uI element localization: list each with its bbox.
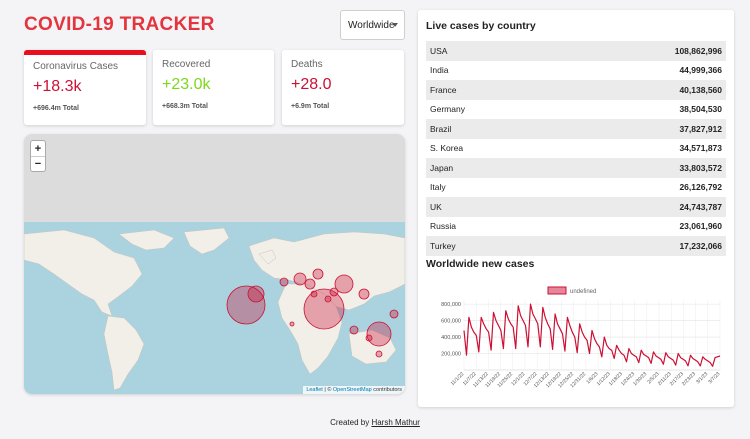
- card-recovered[interactable]: Recovered +23.0k +668.3m Total: [153, 50, 274, 125]
- x-tick-label: 2/23/23: [681, 371, 697, 387]
- table-row: USA 108,862,996: [426, 41, 726, 61]
- leaflet-link[interactable]: Leaflet: [306, 387, 323, 393]
- world-map[interactable]: + − Leaflet | © OpenStreetMap contributo…: [24, 134, 405, 394]
- live-cases-title: Live cases by country: [426, 20, 536, 32]
- cases-cell: 23,061,960: [679, 221, 722, 232]
- y-tick-label: 200,000: [441, 352, 461, 358]
- country-cell: Japan: [430, 162, 454, 173]
- cases-cell: 37,827,912: [679, 123, 722, 134]
- case-circles: [226, 268, 399, 358]
- card-label: Deaths: [291, 59, 323, 70]
- x-tick-label: 3/1/23: [695, 371, 709, 385]
- app-title: COVID-19 TRACKER: [24, 14, 215, 35]
- live-cases-table[interactable]: USA 108,862,996 India 44,999,366 France 40,…: [426, 41, 726, 259]
- osm-link[interactable]: OpenStreetMap: [332, 387, 372, 393]
- cases-cell: 44,999,366: [679, 65, 722, 76]
- y-tick-label: 400,000: [441, 335, 461, 341]
- country-cell: Germany: [430, 104, 465, 115]
- author-link[interactable]: Harsh Mathur: [371, 418, 420, 427]
- attribution-separator: | ©: [322, 387, 333, 393]
- y-tick-label: 800,000: [441, 302, 461, 308]
- y-tick-label: 600,000: [441, 319, 461, 325]
- cases-cell: 24,743,787: [679, 201, 722, 212]
- card-total: +696.4m Total: [33, 105, 79, 112]
- cases-cell: 26,126,792: [679, 182, 722, 193]
- country-cell: India: [430, 65, 449, 76]
- country-cell: Turkey: [430, 240, 456, 251]
- cases-cell: 108,862,996: [674, 45, 722, 56]
- right-panel: Live cases by country USA 108,862,996 Ind…: [418, 10, 734, 407]
- zoom-out-button[interactable]: −: [31, 156, 45, 171]
- table-row: France 40,138,560: [426, 80, 726, 100]
- cases-cell: 34,571,873: [679, 143, 722, 154]
- country-select[interactable]: Worldwide: [340, 10, 405, 40]
- series-line: [463, 303, 721, 367]
- table-row: Brazil 37,827,912: [426, 119, 726, 139]
- card-value: +23.0k: [162, 76, 211, 93]
- zoom-in-button[interactable]: +: [34, 142, 42, 155]
- map-canvas[interactable]: [24, 134, 405, 394]
- table-row: Italy 26,126,792: [426, 178, 726, 198]
- land-masses: [24, 227, 405, 391]
- attribution-suffix: contributors: [371, 387, 402, 393]
- x-tick-label: 3/7/23: [707, 371, 721, 385]
- table-row: Germany 38,504,530: [426, 100, 726, 120]
- zoom-control: + −: [30, 140, 46, 172]
- cases-cell: 40,138,560: [679, 84, 722, 95]
- legend-swatch: [547, 286, 567, 295]
- cases-cell: 33,803,572: [679, 162, 722, 173]
- country-cell: Brazil: [430, 123, 452, 134]
- cases-cell: 38,504,530: [679, 104, 722, 115]
- country-select-value: Worldwide: [348, 19, 395, 31]
- x-tick-label: 1/30/23: [632, 371, 648, 387]
- table-row: India 44,999,366: [426, 61, 726, 81]
- table-row: Turkey 17,232,066: [426, 236, 726, 256]
- card-total: +668.3m Total: [162, 103, 208, 110]
- card-total: +6.9m Total: [291, 103, 330, 110]
- country-cell: Russia: [430, 221, 456, 232]
- footer: Created by Harsh Mathur: [0, 418, 750, 427]
- table-row: Japan 33,803,572: [426, 158, 726, 178]
- table-row: Russia 23,061,960: [426, 217, 726, 237]
- country-cell: France: [430, 84, 457, 95]
- card-label: Coronavirus Cases: [33, 61, 119, 72]
- chevron-down-icon: [392, 23, 398, 27]
- legend-label: undefined: [570, 289, 596, 295]
- country-cell: UK: [430, 201, 442, 212]
- new-cases-title: Worldwide new cases: [426, 258, 535, 270]
- country-cell: S. Korea: [430, 143, 464, 154]
- new-cases-chart[interactable]: undefined200,000400,000600,000800,00011/…: [426, 282, 726, 402]
- cases-cell: 17,232,066: [679, 240, 722, 251]
- footer-prefix: Created by: [330, 418, 372, 427]
- card-value: +18.3k: [33, 78, 82, 95]
- country-cell: Italy: [430, 182, 446, 193]
- card-label: Recovered: [162, 59, 211, 70]
- table-row: UK 24,743,787: [426, 197, 726, 217]
- card-cases[interactable]: Coronavirus Cases +18.3k +696.4m Total: [24, 50, 146, 125]
- table-row: S. Korea 34,571,873: [426, 139, 726, 159]
- country-cell: USA: [430, 45, 448, 56]
- card-deaths[interactable]: Deaths +28.0 +6.9m Total: [282, 50, 404, 125]
- card-value: +28.0: [291, 76, 332, 93]
- map-attribution: Leaflet | © OpenStreetMap contributors: [303, 386, 405, 394]
